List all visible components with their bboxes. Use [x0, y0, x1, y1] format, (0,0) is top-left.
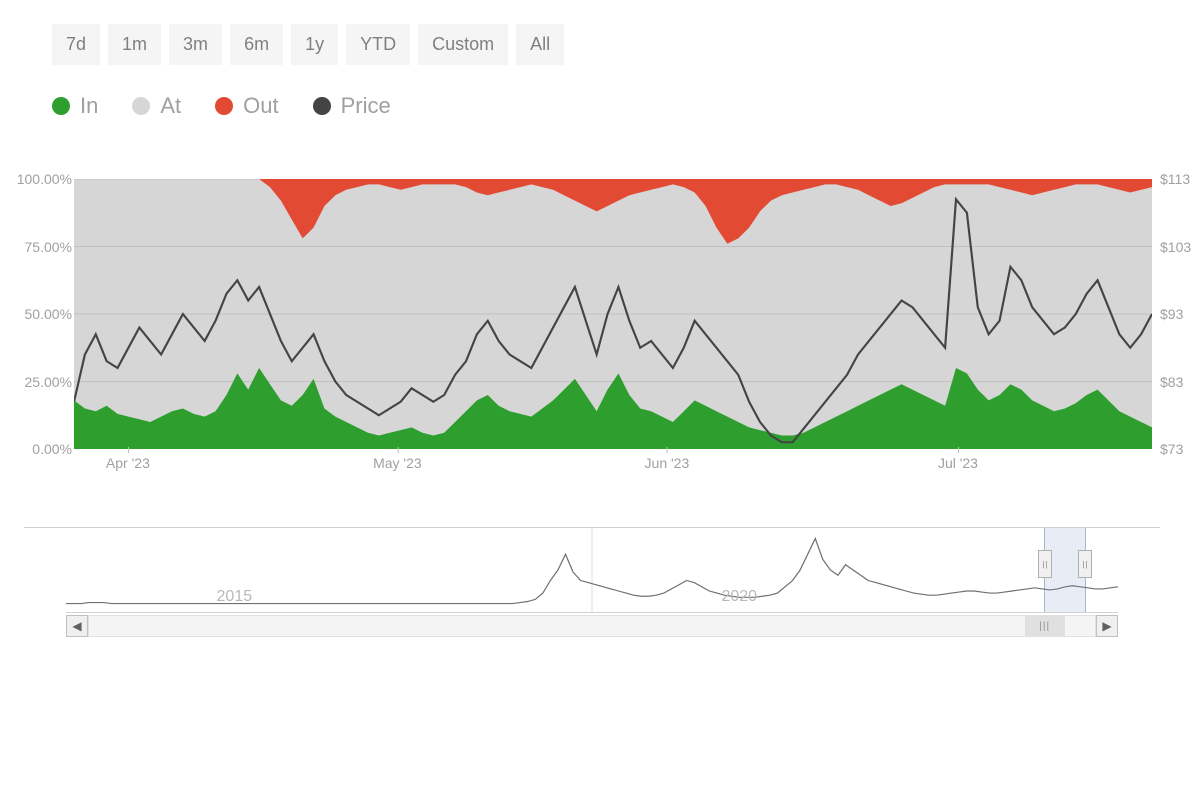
legend-label: At [160, 93, 181, 119]
range-button-ytd[interactable]: YTD [346, 24, 410, 65]
navigator-scroll-right-button[interactable]: ▶ [1096, 615, 1118, 637]
navigator: 2015 2020 || || ◀ ||| ▶ [24, 527, 1160, 637]
x-axis: Apr '23 May '23 Jun '23 Jul '23 [74, 449, 1152, 479]
range-button-3m[interactable]: 3m [169, 24, 222, 65]
legend-item-out[interactable]: Out [215, 93, 278, 119]
plot-area[interactable] [74, 179, 1152, 449]
x-tick: Apr '23 [106, 455, 150, 471]
y-left-tick: 25.00% [25, 374, 72, 390]
range-selector: 7d1m3m6m1yYTDCustomAll [52, 24, 1160, 65]
legend: In At Out Price [52, 93, 1160, 119]
main-chart: 0.00%25.00%50.00%75.00%100.00% $73$83$93… [24, 179, 1160, 479]
legend-label: In [80, 93, 98, 119]
y-left-tick: 50.00% [25, 306, 72, 322]
legend-dot-icon [52, 97, 70, 115]
y-right-tick: $113 [1160, 171, 1190, 187]
range-button-all[interactable]: All [516, 24, 564, 65]
navigator-plot[interactable]: 2015 2020 || || [66, 528, 1118, 613]
y-right-tick: $93 [1160, 306, 1183, 322]
navigator-scroll-track[interactable]: ||| [88, 615, 1096, 637]
legend-item-price[interactable]: Price [313, 93, 391, 119]
range-button-1y[interactable]: 1y [291, 24, 338, 65]
range-button-6m[interactable]: 6m [230, 24, 283, 65]
navigator-handle-right[interactable]: || [1078, 550, 1092, 578]
y-left-tick: 75.00% [25, 239, 72, 255]
legend-dot-icon [313, 97, 331, 115]
legend-label: Price [341, 93, 391, 119]
legend-item-at[interactable]: At [132, 93, 181, 119]
y-axis-left: 0.00%25.00%50.00%75.00%100.00% [24, 179, 74, 449]
y-left-tick: 0.00% [32, 441, 72, 457]
navigator-scroll-thumb[interactable]: ||| [1025, 616, 1065, 636]
x-tick: Jul '23 [938, 455, 978, 471]
y-left-tick: 100.00% [17, 171, 72, 187]
navigator-window[interactable]: || || [1044, 528, 1086, 612]
navigator-scroll-left-button[interactable]: ◀ [66, 615, 88, 637]
x-tick: May '23 [373, 455, 422, 471]
navigator-x-label: 2020 [721, 588, 757, 606]
range-button-1m[interactable]: 1m [108, 24, 161, 65]
legend-dot-icon [215, 97, 233, 115]
navigator-x-label: 2015 [217, 588, 253, 606]
legend-item-in[interactable]: In [52, 93, 98, 119]
y-right-tick: $83 [1160, 374, 1183, 390]
y-axis-right: $73$83$93$103$113 [1158, 179, 1198, 449]
y-right-tick: $73 [1160, 441, 1183, 457]
range-button-7d[interactable]: 7d [52, 24, 100, 65]
navigator-handle-left[interactable]: || [1038, 550, 1052, 578]
legend-dot-icon [132, 97, 150, 115]
legend-label: Out [243, 93, 278, 119]
x-tick: Jun '23 [645, 455, 690, 471]
y-right-tick: $103 [1160, 239, 1191, 255]
range-button-custom[interactable]: Custom [418, 24, 508, 65]
